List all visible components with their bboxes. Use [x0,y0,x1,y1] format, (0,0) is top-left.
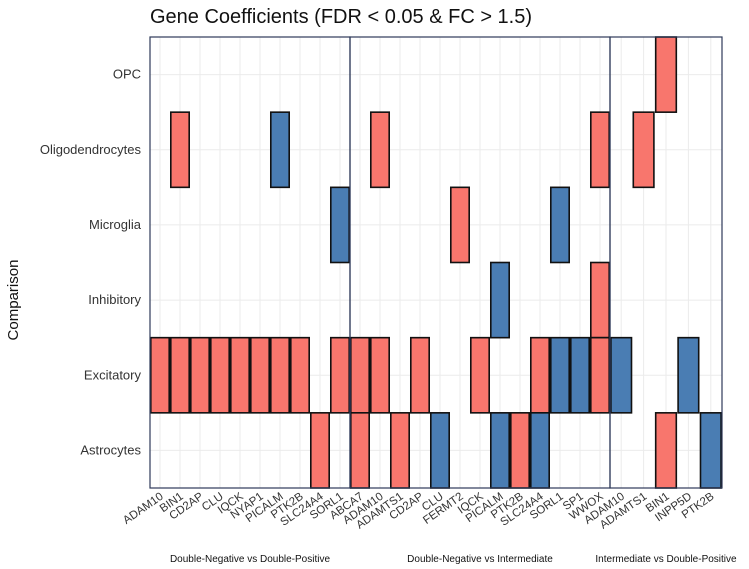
tile-double-negative-vs-double-positive-bin1-excitatory [170,336,191,414]
tile-double-negative-vs-double-positive-iqck-excitatory [230,336,251,414]
panel-title-intermediate-vs-double-positive: Intermediate vs Double-Positive [595,554,737,565]
tile-double-negative-vs-intermediate-sp1-excitatory [569,336,590,414]
tile-double-negative-vs-double-positive-bin1-oligodendrocytes [170,111,191,189]
tile-double-negative-vs-intermediate-ptk2b-astrocytes [509,412,530,489]
tile-intermediate-vs-double-positive-adam10-excitatory [610,336,633,414]
tile-double-negative-vs-double-positive-adam10-excitatory [150,336,171,414]
panel-title-double-negative-vs-intermediate: Double-Negative vs Intermediate [407,554,553,565]
tile-double-negative-vs-intermediate-abca7-astrocytes [349,412,370,489]
tile-double-negative-vs-double-positive-slc24a4-astrocytes [309,412,330,489]
tile-intermediate-vs-double-positive-bin1-astrocytes [654,412,678,489]
tile-double-negative-vs-intermediate-wwox-oligodendrocytes [589,111,610,189]
y-axis-title: Comparison [5,260,22,341]
tile-intermediate-vs-double-positive-bin1-opc [654,36,678,113]
tile-double-negative-vs-intermediate-iqck-excitatory [469,336,490,414]
y-tick-excitatory: Excitatory [84,367,142,382]
x-tick-double-negative-vs-double-positive-adam10: ADAM10 [121,491,166,527]
y-tick-oligodendrocytes: Oligodendrocytes [40,142,142,157]
tile-double-negative-vs-intermediate-adam10-oligodendrocytes [369,111,390,189]
tile-intermediate-vs-double-positive-adamts1-oligodendrocytes [632,111,655,189]
tile-double-negative-vs-intermediate-slc24a4-excitatory [529,336,550,414]
panel-frame-3 [609,36,723,489]
tile-double-negative-vs-double-positive-cd2ap-excitatory [190,336,211,414]
panel-frames [149,36,723,489]
tile-double-negative-vs-intermediate-adamts1-astrocytes [389,412,410,489]
tiles [150,36,722,489]
tile-intermediate-vs-double-positive-ptk2b-astrocytes [699,412,722,489]
tile-double-negative-vs-double-positive-sorl1-excitatory [329,336,350,414]
tile-double-negative-vs-double-positive-nyap1-excitatory [250,336,271,414]
tile-intermediate-vs-double-positive-inpp5d-excitatory [677,336,700,414]
y-tick-microglia: Microglia [89,217,142,232]
tile-double-negative-vs-intermediate-sorl1-microglia [549,186,570,264]
tile-double-negative-vs-intermediate-abca7-excitatory [349,336,370,414]
panel-title-double-negative-vs-double-positive: Double-Negative vs Double-Positive [170,554,331,565]
chart-title: Gene Coefficients (FDR < 0.05 & FC > 1.5… [150,6,532,28]
y-tick-astrocytes: Astrocytes [80,442,141,457]
y-tick-opc: OPC [113,67,141,82]
tile-double-negative-vs-intermediate-adam10-excitatory [369,336,390,414]
tile-double-negative-vs-intermediate-fermt2-microglia [449,186,470,264]
tile-double-negative-vs-double-positive-ptk2b-excitatory [289,336,310,414]
tile-double-negative-vs-intermediate-picalm-astrocytes [489,412,510,489]
y-tick-inhibitory: Inhibitory [88,292,141,307]
tile-double-negative-vs-intermediate-picalm-inhibitory [489,261,510,339]
tile-double-negative-vs-double-positive-clu-excitatory [210,336,231,414]
tile-double-negative-vs-intermediate-wwox-excitatory [589,336,610,414]
tile-double-negative-vs-double-positive-picalm-excitatory [269,336,290,414]
tile-double-negative-vs-intermediate-cd2ap-excitatory [409,336,430,414]
tile-double-negative-vs-intermediate-slc24a4-astrocytes [529,412,550,489]
tile-double-negative-vs-double-positive-picalm-oligodendrocytes [269,111,290,189]
tile-double-negative-vs-double-positive-sorl1-microglia [329,186,350,264]
tile-double-negative-vs-intermediate-wwox-inhibitory [589,261,610,339]
tile-double-negative-vs-intermediate-sorl1-excitatory [549,336,570,414]
tile-double-negative-vs-intermediate-clu-astrocytes [429,412,450,489]
